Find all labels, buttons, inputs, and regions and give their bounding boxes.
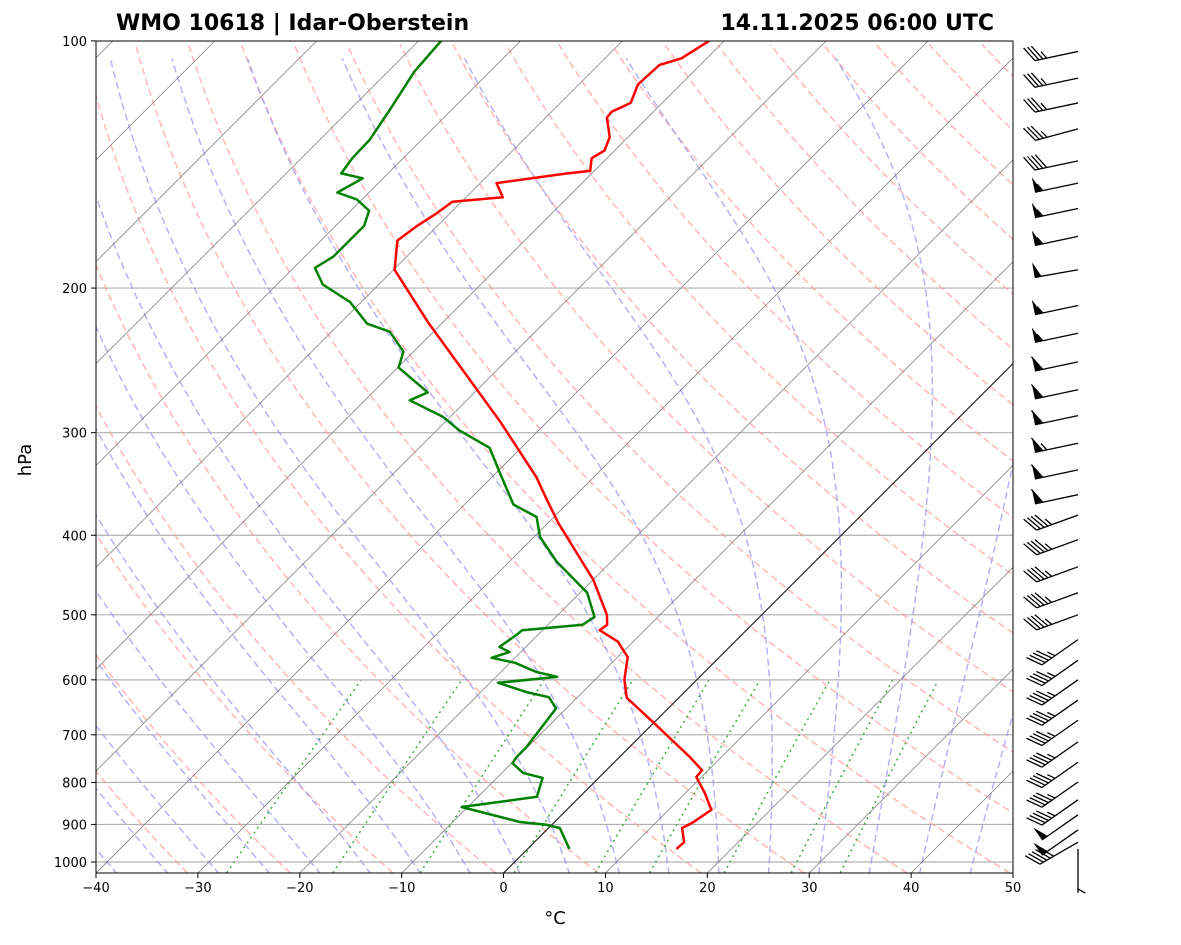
x-tick-label: 20	[699, 881, 716, 896]
chart-title-station: WMO 10618 | Idar-Oberstein	[116, 11, 469, 36]
y-tick-label: 900	[62, 818, 87, 833]
x-tick-label: 50	[1005, 881, 1022, 896]
y-tick-label: 1000	[54, 856, 87, 871]
chart-title-time: 14.11.2025 06:00 UTC	[720, 11, 994, 36]
y-tick-label: 500	[62, 609, 87, 624]
y-tick-label: 100	[62, 35, 87, 50]
x-tick-label: −20	[286, 881, 313, 896]
x-tick-label: 30	[801, 881, 818, 896]
y-tick-label: 800	[62, 776, 87, 791]
x-tick-label: 0	[499, 881, 507, 896]
x-tick-label: −40	[82, 881, 109, 896]
y-tick-label: 400	[62, 529, 87, 544]
y-tick-label: 200	[62, 282, 87, 297]
x-tick-label: 10	[597, 881, 614, 896]
x-tick-label: 40	[903, 881, 920, 896]
x-tick-label: −10	[388, 881, 415, 896]
y-tick-label: 600	[62, 674, 87, 689]
y-tick-label: 300	[62, 427, 87, 442]
y-tick-label: 700	[62, 729, 87, 744]
y-axis-label: hPa	[15, 444, 36, 476]
x-axis-label: °C	[544, 908, 566, 929]
x-tick-label: −30	[184, 881, 211, 896]
